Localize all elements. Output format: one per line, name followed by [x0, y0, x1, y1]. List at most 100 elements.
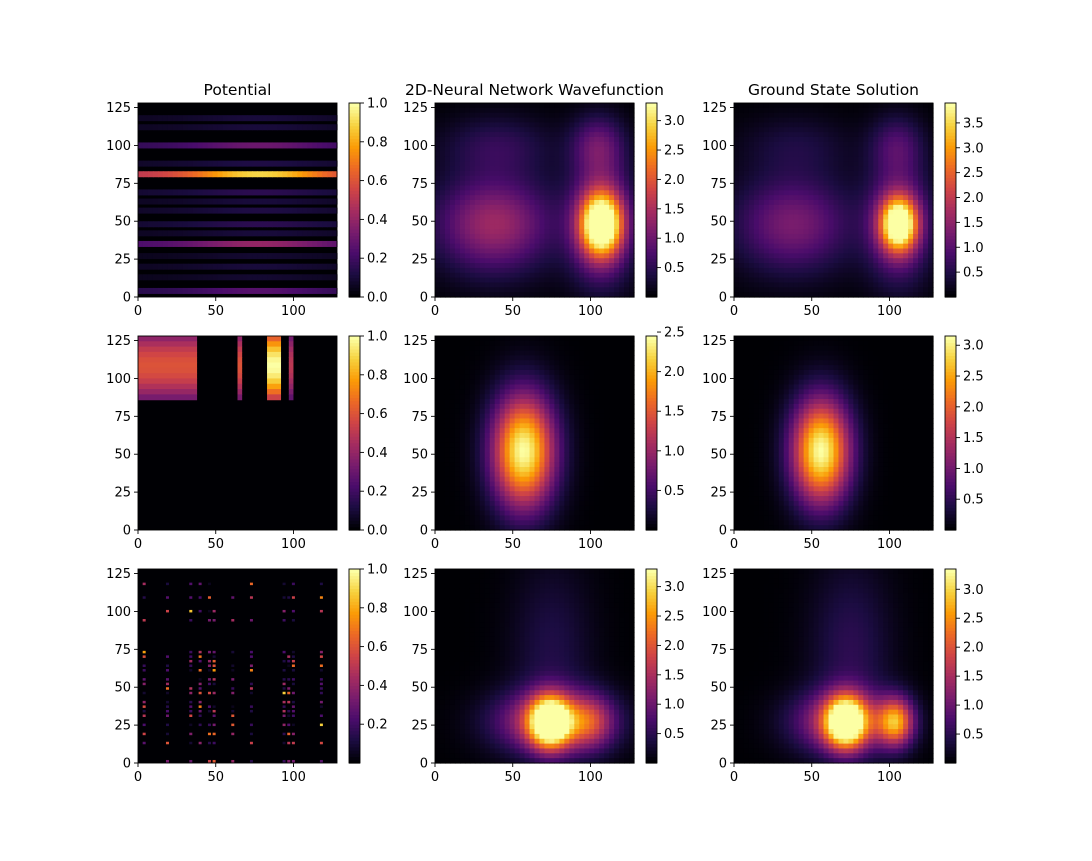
heatmap-cell: [918, 253, 924, 258]
heatmap-cell: [799, 156, 805, 161]
heatmap-cell: [863, 258, 869, 263]
heatmap-cell: [619, 152, 625, 157]
heatmap-cell: [804, 200, 810, 205]
potential-stripe: [297, 253, 303, 259]
heatmap-cell: [863, 176, 869, 181]
heatmap-cell: [520, 118, 526, 123]
heatmap-cell: [873, 249, 879, 254]
heatmap-cell: [569, 200, 575, 205]
heatmap-cell: [480, 418, 486, 423]
heatmap-cell: [579, 239, 585, 244]
heatmap-cell: [450, 181, 456, 186]
heatmap-cell: [569, 244, 575, 249]
heatmap-cell: [490, 385, 496, 390]
heatmap-cell: [599, 137, 605, 142]
potential-stripe: [173, 199, 179, 205]
heatmap-cell: [893, 181, 899, 186]
heatmap-cell: [510, 108, 516, 113]
heatmap-cell: [500, 375, 506, 380]
heatmap-cell: [460, 423, 466, 428]
heatmap-cell: [764, 195, 770, 200]
heatmap-cell: [530, 156, 536, 161]
heatmap-cell: [779, 132, 785, 137]
heatmap-cell: [829, 132, 835, 137]
heatmap-cell: [764, 224, 770, 229]
heatmap-cell: [515, 171, 521, 176]
heatmap-cell: [739, 278, 745, 283]
heatmap-cell: [559, 239, 565, 244]
heatmap-cell: [510, 346, 516, 351]
potential-block: [138, 352, 197, 358]
heatmap-cell: [779, 234, 785, 239]
heatmap-cell: [824, 224, 830, 229]
heatmap-cell: [883, 210, 889, 215]
heatmap-cell: [744, 287, 750, 292]
potential-stripe: [282, 208, 288, 214]
heatmap-cell: [515, 462, 521, 467]
heatmap-cell: [819, 249, 825, 254]
heatmap-cell: [539, 287, 545, 292]
heatmap-cell: [619, 142, 625, 147]
heatmap-cell: [888, 190, 894, 195]
heatmap-cell: [495, 190, 501, 195]
heatmap-cell: [564, 103, 570, 108]
heatmap-cell: [843, 190, 849, 195]
heatmap-cell: [475, 336, 481, 341]
potential-stripe: [188, 264, 194, 270]
heatmap-cell: [888, 278, 894, 283]
heatmap-cell: [475, 341, 481, 346]
heatmap-cell: [744, 190, 750, 195]
heatmap-cell: [475, 215, 481, 220]
heatmap-cell: [564, 132, 570, 137]
heatmap-cell: [569, 234, 575, 239]
heatmap-cell: [918, 200, 924, 205]
heatmap-cell: [759, 273, 765, 278]
colorbar-segment: [646, 103, 657, 107]
heatmap-cell: [470, 152, 476, 157]
heatmap-cell: [564, 195, 570, 200]
heatmap-cell: [460, 171, 466, 176]
heatmap-cell: [480, 147, 486, 152]
heatmap-cell: [923, 176, 929, 181]
heatmap-cell: [544, 152, 550, 157]
potential-block: [238, 357, 243, 363]
heatmap-cell: [440, 482, 446, 487]
heatmap-cell: [475, 185, 481, 190]
heatmap-cell: [873, 113, 879, 118]
colorbar-tick-label: 0.8: [367, 368, 388, 383]
heatmap-cell: [739, 219, 745, 224]
heatmap-cell: [505, 486, 511, 491]
heatmap-cell: [530, 253, 536, 258]
heatmap-cell: [838, 171, 844, 176]
heatmap-cell: [554, 200, 560, 205]
heatmap-cell: [535, 287, 541, 292]
heatmap-cell: [450, 195, 456, 200]
heatmap-cell: [460, 385, 466, 390]
heatmap-cell: [475, 482, 481, 487]
heatmap-cell: [609, 195, 615, 200]
heatmap-cell: [888, 132, 894, 137]
heatmap-cell: [500, 355, 506, 360]
heatmap-cell: [804, 132, 810, 137]
heatmap-cell: [480, 399, 486, 404]
heatmap-cell: [450, 190, 456, 195]
heatmap-cell: [824, 171, 830, 176]
potential-stripe: [242, 142, 248, 148]
heatmap-cell: [779, 219, 785, 224]
heatmap-cell: [435, 190, 441, 195]
heatmap-cell: [450, 389, 456, 394]
potential-stripe: [322, 221, 328, 227]
potential-stripe: [302, 124, 308, 130]
heatmap-cell: [440, 185, 446, 190]
heatmap-cell: [525, 176, 531, 181]
heatmap-cell: [923, 273, 929, 278]
heatmap-cell: [878, 224, 884, 229]
potential-stripe: [213, 142, 219, 148]
heatmap-cell: [834, 205, 840, 210]
heatmap-cell: [908, 258, 914, 263]
heatmap-cell: [554, 244, 560, 249]
heatmap-cell: [510, 219, 516, 224]
heatmap-cell: [455, 501, 461, 506]
heatmap-cell: [779, 122, 785, 127]
heatmap-cell: [455, 452, 461, 457]
